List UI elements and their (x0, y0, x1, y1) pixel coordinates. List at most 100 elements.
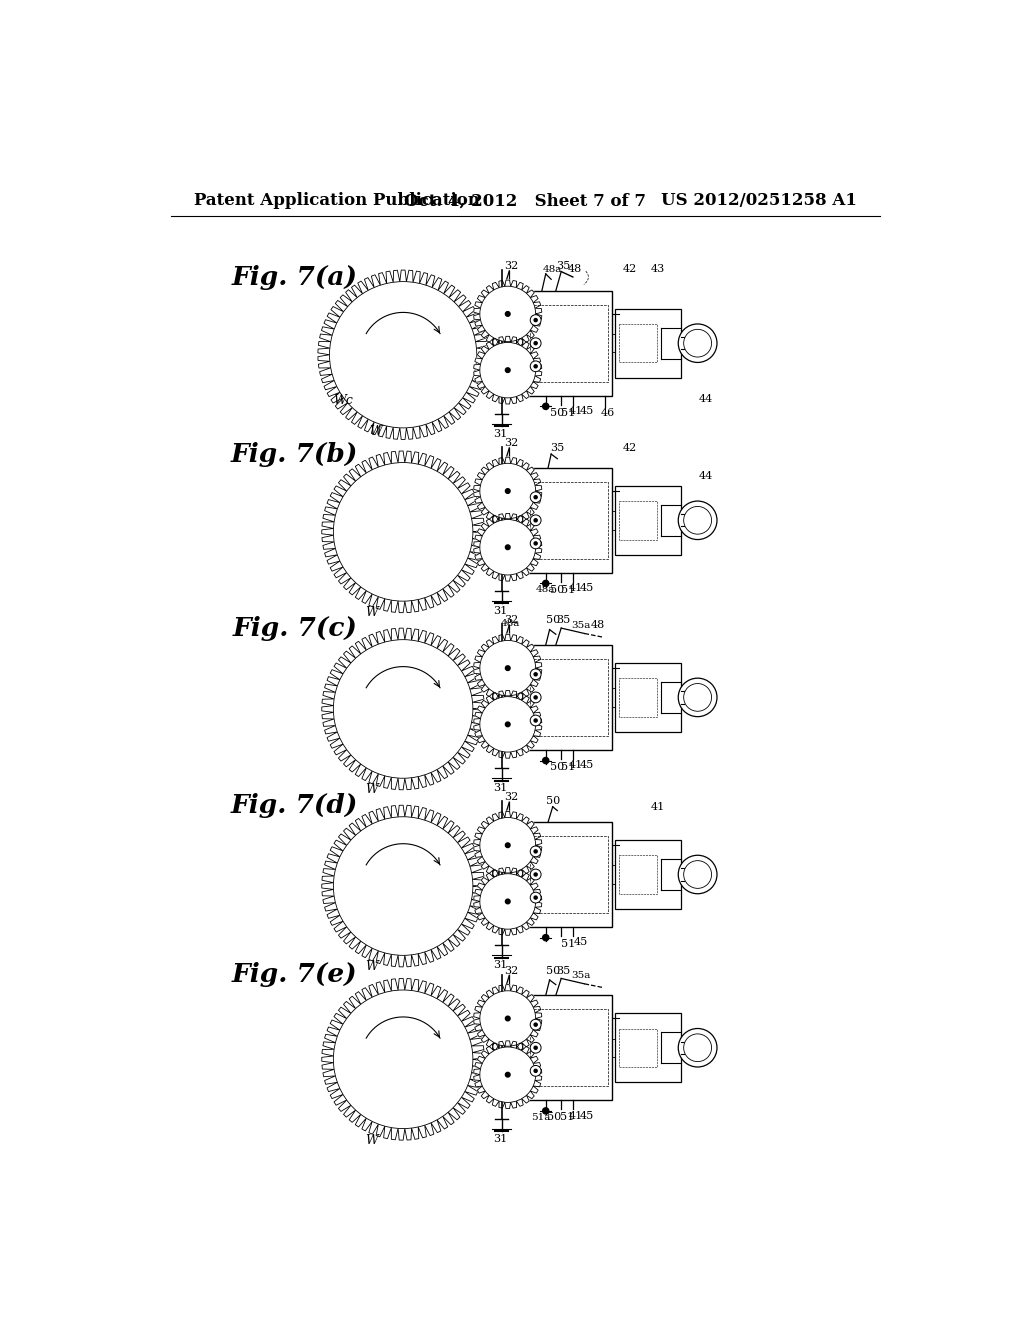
Circle shape (535, 1023, 538, 1026)
Text: 48a: 48a (543, 265, 562, 273)
Text: Fig. 7(a): Fig. 7(a) (231, 265, 357, 290)
Polygon shape (322, 451, 484, 612)
Circle shape (480, 640, 536, 696)
Text: 35: 35 (550, 444, 564, 453)
Circle shape (678, 1028, 717, 1067)
Polygon shape (322, 805, 484, 966)
Bar (530, 482, 607, 558)
Circle shape (506, 1072, 510, 1077)
Circle shape (535, 696, 538, 700)
Text: W: W (366, 783, 379, 796)
Text: 50: 50 (550, 408, 564, 417)
Bar (530, 305, 607, 381)
Text: 45: 45 (573, 937, 588, 948)
Text: 45: 45 (580, 583, 594, 593)
Text: 51a: 51a (530, 1113, 550, 1122)
Text: 50: 50 (546, 796, 560, 805)
Bar (618, 855, 657, 894)
Polygon shape (474, 985, 542, 1052)
Circle shape (535, 342, 538, 345)
Text: 50: 50 (546, 966, 560, 975)
Circle shape (506, 1016, 510, 1020)
Text: 45: 45 (580, 760, 594, 770)
Circle shape (506, 545, 510, 549)
Circle shape (530, 892, 541, 903)
Bar (530, 1010, 607, 1086)
Text: 31: 31 (493, 1134, 507, 1143)
Circle shape (530, 869, 541, 880)
Text: Fig. 7(c): Fig. 7(c) (232, 615, 357, 640)
Circle shape (530, 1019, 541, 1030)
Circle shape (535, 364, 538, 368)
Circle shape (530, 515, 541, 525)
Text: W: W (370, 425, 382, 438)
Text: 50: 50 (550, 762, 564, 772)
Polygon shape (474, 280, 542, 348)
Polygon shape (474, 457, 542, 525)
Text: 48: 48 (591, 620, 605, 630)
Circle shape (530, 360, 541, 372)
Text: Wc: Wc (333, 395, 352, 408)
Text: 51: 51 (559, 1111, 573, 1122)
Text: 50: 50 (550, 585, 564, 594)
Bar (530, 836, 607, 913)
Text: US 2012/0251258 A1: US 2012/0251258 A1 (660, 193, 856, 210)
Circle shape (535, 543, 538, 545)
Circle shape (678, 502, 717, 540)
Circle shape (684, 1034, 712, 1061)
Circle shape (530, 715, 541, 726)
Text: 41: 41 (568, 407, 583, 416)
Text: 35: 35 (556, 261, 570, 271)
Circle shape (330, 281, 477, 428)
Circle shape (530, 539, 541, 549)
Text: 51: 51 (561, 408, 575, 417)
Circle shape (480, 463, 536, 519)
Text: W: W (366, 961, 379, 973)
Text: 32: 32 (504, 792, 518, 803)
Circle shape (530, 692, 541, 702)
Circle shape (684, 507, 712, 535)
Polygon shape (474, 690, 542, 758)
Polygon shape (322, 978, 484, 1140)
Circle shape (506, 368, 510, 372)
Text: 48: 48 (567, 264, 582, 275)
Polygon shape (322, 628, 484, 789)
Circle shape (535, 873, 538, 876)
Polygon shape (474, 513, 542, 581)
Bar (618, 323, 657, 363)
Text: 32: 32 (504, 615, 518, 626)
Bar (526, 822, 611, 927)
Text: 31: 31 (493, 783, 507, 793)
Circle shape (535, 1047, 538, 1049)
Text: Fig. 7(e): Fig. 7(e) (231, 962, 357, 987)
Circle shape (530, 314, 541, 326)
Text: Fig. 7(d): Fig. 7(d) (231, 793, 358, 817)
Circle shape (480, 1047, 536, 1102)
Text: Patent Application Publication: Patent Application Publication (194, 193, 480, 210)
Text: 35a: 35a (571, 620, 590, 630)
Text: 31: 31 (493, 961, 507, 970)
Text: 46: 46 (601, 408, 614, 417)
Circle shape (480, 817, 536, 873)
Circle shape (535, 318, 538, 322)
Circle shape (535, 896, 538, 899)
Polygon shape (474, 337, 542, 404)
Circle shape (535, 719, 538, 722)
Text: 51: 51 (561, 939, 575, 949)
Bar (530, 659, 607, 737)
Text: 35: 35 (556, 615, 570, 626)
Polygon shape (474, 1040, 542, 1109)
Circle shape (543, 404, 549, 409)
Text: 50: 50 (546, 615, 560, 626)
Text: 32: 32 (504, 261, 518, 271)
Circle shape (535, 850, 538, 853)
Text: 32: 32 (504, 438, 518, 449)
Circle shape (543, 1107, 549, 1114)
Circle shape (535, 673, 538, 676)
Bar (526, 469, 611, 573)
Text: 31: 31 (493, 429, 507, 440)
Text: 45: 45 (580, 407, 594, 416)
Text: 32: 32 (504, 966, 518, 975)
Bar (614, 840, 681, 909)
Text: 45: 45 (580, 1110, 594, 1121)
